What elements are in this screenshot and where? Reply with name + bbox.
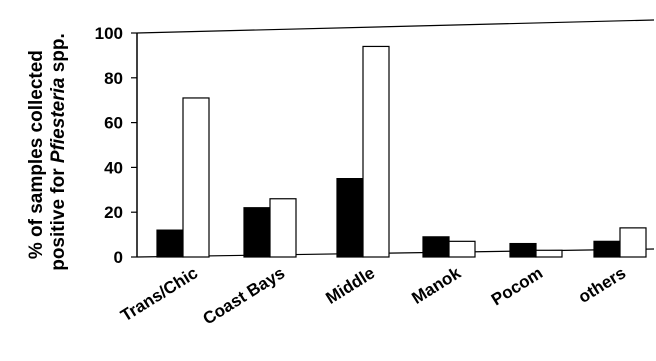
y-axis-ticks: 0 20 40 60 80 100 [95,24,137,267]
y-axis-label-line2-suffix: spp. [48,33,69,77]
y-tick-label: 0 [114,248,123,267]
y-tick-label: 60 [104,114,123,133]
bar-trans-chic-series1 [156,229,184,258]
bar-middle-series2 [362,45,390,258]
bars-group [156,45,647,258]
bar-manok-series2 [448,240,476,258]
y-axis-label-line1: % of samples collected [26,50,47,259]
y-tick-label: 20 [104,203,123,222]
x-tick-label: Trans/Chic [117,263,201,325]
bar-pocom-series1 [509,242,537,258]
y-tick-label: 100 [95,24,123,43]
x-tick-label: others [575,263,629,307]
y-axis-label-line2-prefix: positive for [48,163,69,271]
bar-trans-chic-series2 [182,97,210,258]
x-tick-label: Middle [322,263,378,308]
bar-pocom-series2 [535,249,563,258]
bar-coast-bays-series1 [243,207,271,258]
x-axis-line [136,248,655,258]
plot-top-border [136,19,655,34]
bar-others-series1 [593,240,621,258]
bar-middle-series1 [336,178,364,258]
y-tick-label: 80 [104,69,123,88]
y-axis-label-line2-italic: Pfiesteria [48,77,69,163]
x-tick-label: Pocom [488,263,546,309]
bar-coast-bays-series2 [269,198,297,258]
bar-others-series2 [619,227,647,258]
x-tick-label: Coast Bays [200,263,289,328]
bar-manok-series1 [422,236,450,258]
y-tick-label: 40 [104,158,123,177]
y-axis-label: % of samples collected positive for Pfie… [26,33,69,271]
x-tick-label: Manok [408,263,464,308]
